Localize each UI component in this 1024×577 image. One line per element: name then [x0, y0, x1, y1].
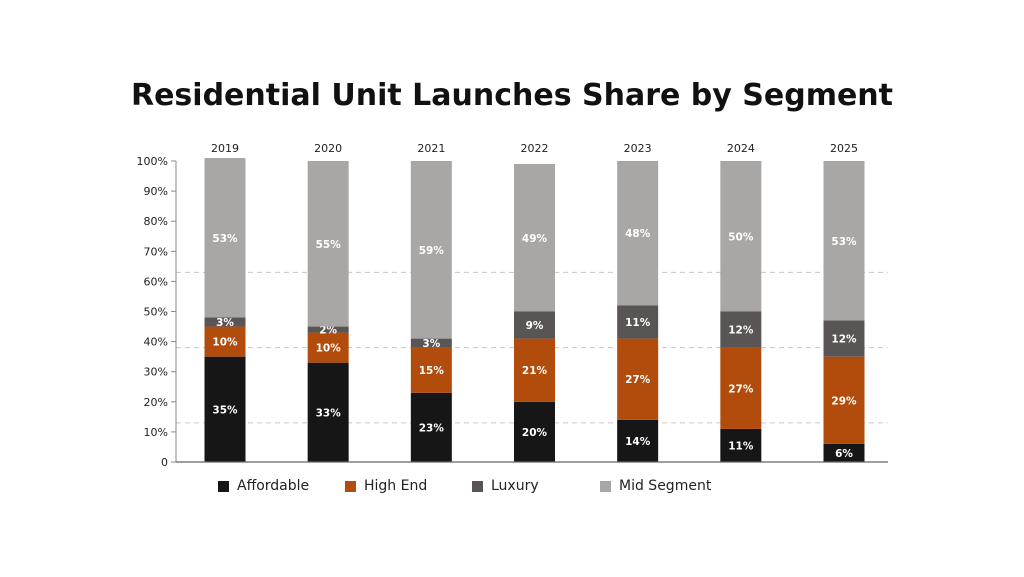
y-tick-label: 70% — [144, 245, 168, 258]
x-category-label: 2022 — [521, 142, 549, 155]
chart-legend: Affordable High End Luxury Mid Segment — [0, 478, 1024, 498]
data-label: 48% — [625, 228, 651, 240]
bar-segment-mid-segment — [823, 161, 865, 321]
data-label: 27% — [625, 374, 651, 386]
x-category-label: 2019 — [211, 142, 239, 155]
bar-segment-high-end — [617, 338, 659, 420]
data-label: 20% — [522, 427, 548, 439]
data-label: 6% — [835, 448, 853, 460]
legend-swatch — [218, 480, 229, 492]
bar-segment-affordable — [307, 362, 349, 462]
bar-segment-affordable — [720, 428, 762, 462]
bar-segment-mid-segment — [410, 161, 452, 339]
legend-item-high-end: High End — [345, 478, 427, 494]
legend-item-luxury: Luxury — [472, 478, 539, 494]
legend-label: High End — [364, 478, 428, 494]
x-category-label: 2021 — [417, 142, 445, 155]
y-tick-label: 50% — [144, 306, 168, 319]
x-category-label: 2024 — [727, 142, 755, 155]
bar-segment-luxury — [410, 338, 452, 348]
data-label: 2% — [319, 325, 337, 337]
data-label: 53% — [831, 236, 857, 248]
bar-segment-mid-segment — [720, 161, 762, 312]
data-label: 49% — [522, 233, 548, 245]
y-tick-label: 20% — [144, 396, 168, 409]
data-label: 23% — [419, 422, 445, 434]
y-tick-label: 90% — [144, 185, 168, 198]
data-label: 10% — [316, 343, 342, 355]
bar-segment-luxury — [720, 311, 762, 348]
bar-segment-affordable — [617, 419, 659, 462]
data-label: 11% — [625, 317, 651, 329]
bar-segment-mid-segment — [617, 161, 659, 306]
x-category-label: 2023 — [624, 142, 652, 155]
data-label: 21% — [522, 365, 548, 377]
bar-segment-luxury — [307, 326, 349, 333]
data-label: 59% — [419, 245, 445, 257]
legend-label: Affordable — [237, 478, 310, 494]
y-tick-label: 0 — [161, 456, 168, 469]
chart-title: Residential Unit Launches Share by Segme… — [130, 78, 893, 113]
bar-segment-affordable — [204, 356, 246, 462]
y-tick-label: 60% — [144, 275, 168, 288]
bar-segment-luxury — [514, 311, 555, 339]
data-label: 3% — [422, 338, 440, 350]
legend-swatch — [472, 480, 483, 492]
x-category-label: 2025 — [830, 142, 858, 155]
bar-segment-high-end — [823, 356, 865, 444]
data-label: 50% — [728, 231, 754, 243]
data-label: 35% — [212, 404, 238, 416]
bar-segment-affordable — [514, 401, 555, 462]
legend-swatch — [345, 480, 356, 492]
y-tick-label: 40% — [144, 336, 168, 349]
data-label: 14% — [625, 436, 651, 448]
data-label: 12% — [831, 334, 857, 346]
bar-segment-mid-segment — [204, 157, 246, 318]
x-category-label: 2020 — [314, 142, 342, 155]
legend-item-mid-segment: Mid Segment — [600, 478, 711, 494]
bar-segment-mid-segment — [307, 161, 349, 327]
legend-swatch — [600, 480, 611, 492]
bar-segment-high-end — [514, 338, 555, 402]
bar-segment-high-end — [307, 332, 349, 363]
data-label: 10% — [212, 337, 238, 349]
bar-segment-affordable — [410, 392, 452, 462]
y-tick-label: 30% — [144, 366, 168, 379]
bar-segment-luxury — [617, 305, 659, 339]
data-label: 55% — [316, 239, 342, 251]
data-label: 12% — [728, 325, 754, 337]
bar-segment-high-end — [720, 347, 762, 429]
legend-item-affordable: Affordable — [218, 478, 309, 494]
bar-segment-luxury — [204, 317, 246, 327]
data-label: 53% — [212, 233, 238, 245]
legend-label: Mid Segment — [619, 478, 712, 494]
data-label: 3% — [216, 317, 234, 329]
y-tick-label: 80% — [144, 215, 168, 228]
bar-segment-luxury — [823, 320, 865, 357]
data-label: 29% — [831, 395, 857, 407]
data-label: 9% — [526, 320, 544, 332]
y-tick-label: 100% — [137, 155, 168, 168]
y-tick-label: 10% — [144, 426, 168, 439]
bar-segment-mid-segment — [514, 164, 555, 312]
data-label: 27% — [728, 383, 754, 395]
data-label: 15% — [419, 365, 445, 377]
bar-segment-affordable — [823, 443, 865, 462]
bar-segment-high-end — [204, 326, 246, 357]
data-label: 11% — [728, 440, 754, 452]
data-label: 33% — [316, 407, 342, 419]
bar-segment-high-end — [410, 347, 452, 393]
legend-label: Luxury — [491, 478, 539, 494]
